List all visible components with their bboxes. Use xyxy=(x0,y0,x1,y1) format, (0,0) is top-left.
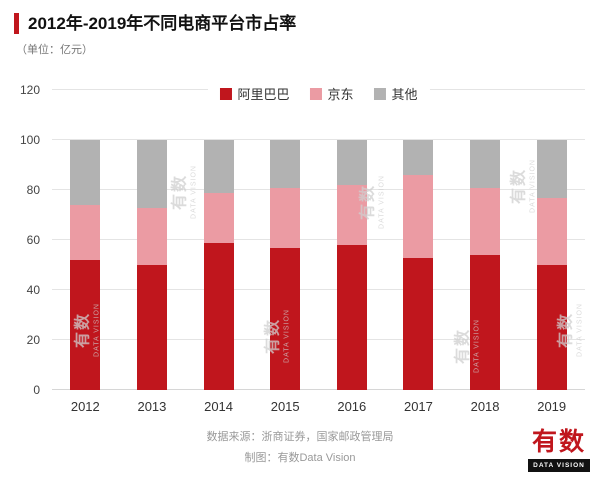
x-tick-label: 2014 xyxy=(204,399,234,414)
stacked-bar-2017 xyxy=(403,90,434,390)
bar-segment-阿里巴巴 xyxy=(403,257,434,390)
bar-segment-其他 xyxy=(470,140,501,188)
bar-segment-京东 xyxy=(336,185,367,245)
stacked-bar-2019 xyxy=(536,90,567,390)
data-source: 数据来源：浙商证券，国家邮政管理局 xyxy=(206,431,394,443)
bar-segment-其他 xyxy=(270,140,301,188)
bar-segment-京东 xyxy=(536,197,567,265)
x-tick-label: 2018 xyxy=(470,399,500,414)
x-axis-labels: 2012 2013 2014 2015 2016 2017 2018 2019 xyxy=(52,399,585,414)
chart-unit-label: （单位：亿元） xyxy=(16,44,93,57)
logo-caption: DATA VISION xyxy=(528,458,590,472)
x-tick-label: 2019 xyxy=(537,399,567,414)
stacked-bar-2012 xyxy=(70,90,101,390)
bar-segment-其他 xyxy=(536,140,567,198)
logo-wordmark: 有数 xyxy=(531,428,586,456)
legend-label: 其他 xyxy=(391,87,418,102)
bar-segment-阿里巴巴 xyxy=(270,247,301,390)
bar-segment-其他 xyxy=(203,140,234,193)
legend-label: 京东 xyxy=(327,87,354,102)
bars-container xyxy=(52,90,585,390)
stacked-bar-2016 xyxy=(336,90,367,390)
gridline xyxy=(52,389,585,390)
bar-segment-其他 xyxy=(336,140,367,185)
gridline xyxy=(52,189,585,190)
plot-area: 阿里巴巴 京东 其他 xyxy=(52,84,585,390)
bar-segment-其他 xyxy=(403,140,434,175)
legend: 阿里巴巴 京东 其他 xyxy=(207,84,430,103)
legend-swatch xyxy=(219,87,232,100)
stacked-bar-2013 xyxy=(136,90,167,390)
x-tick-label: 2012 xyxy=(70,399,100,414)
y-tick-label: 0 xyxy=(33,383,40,397)
bar-segment-阿里巴巴 xyxy=(470,255,501,390)
x-tick-label: 2013 xyxy=(137,399,167,414)
bar-segment-京东 xyxy=(270,187,301,248)
legend-swatch xyxy=(309,87,322,100)
footer: 数据来源：浙商证券，国家邮政管理局 制图：有数Data Vision xyxy=(0,428,600,465)
bar-segment-阿里巴巴 xyxy=(70,260,101,390)
legend-label: 阿里巴巴 xyxy=(237,87,290,102)
legend-item-京东: 京东 xyxy=(309,84,354,103)
bar-segment-阿里巴巴 xyxy=(136,265,167,390)
x-tick-label: 2017 xyxy=(403,399,433,414)
chart-area: 0 20 40 60 80 100 120 阿里巴巴 京东 其他 2012 2013 2014 201… xyxy=(20,83,585,414)
bar-segment-京东 xyxy=(203,192,234,243)
legend-item-其他: 其他 xyxy=(373,84,418,103)
y-tick-label: 60 xyxy=(26,233,40,247)
bar-segment-京东 xyxy=(470,187,501,255)
x-tick-label: 2016 xyxy=(337,399,367,414)
x-tick-label: 2015 xyxy=(270,399,300,414)
gridline xyxy=(52,289,585,290)
legend-swatch xyxy=(373,87,386,100)
gridline xyxy=(52,139,585,140)
y-tick-label: 120 xyxy=(19,83,40,97)
bar-segment-其他 xyxy=(136,140,167,208)
y-tick-label: 100 xyxy=(19,133,40,147)
gridline xyxy=(52,339,585,340)
stacked-bar-2018 xyxy=(470,90,501,390)
bar-segment-京东 xyxy=(403,175,434,258)
brand-logo: 有数 DATA VISION xyxy=(528,428,590,472)
bar-segment-京东 xyxy=(70,205,101,260)
y-axis-labels: 0 20 40 60 80 100 120 xyxy=(8,83,46,397)
y-tick-label: 80 xyxy=(26,183,40,197)
bar-segment-京东 xyxy=(136,207,167,265)
legend-item-阿里巴巴: 阿里巴巴 xyxy=(219,84,289,103)
page-title: 2012年-2019年不同电商平台市占率 xyxy=(14,13,600,35)
header: 2012年-2019年不同电商平台市占率 （单位：亿元） xyxy=(0,0,600,57)
bar-segment-其他 xyxy=(70,140,101,205)
bar-segment-阿里巴巴 xyxy=(336,245,367,390)
gridline xyxy=(52,239,585,240)
bar-segment-阿里巴巴 xyxy=(536,265,567,390)
y-tick-label: 40 xyxy=(26,283,40,297)
chart-credit: 制图：有数Data Vision xyxy=(244,452,356,464)
bar-segment-阿里巴巴 xyxy=(203,242,234,390)
stacked-bar-2014 xyxy=(203,90,234,390)
stacked-bar-2015 xyxy=(270,90,301,390)
y-tick-label: 20 xyxy=(26,333,40,347)
